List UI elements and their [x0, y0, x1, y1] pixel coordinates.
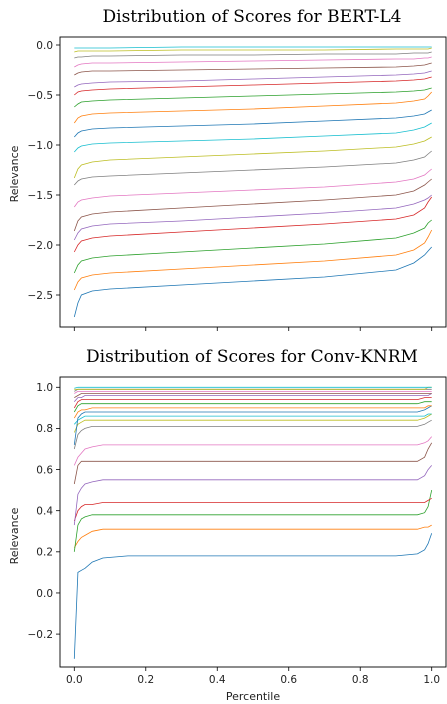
conv-knrm-series-line-5	[73, 465, 433, 526]
conv-knrm-y-tick-label: 0.2	[36, 547, 53, 559]
bert-l4-series-line-8	[74, 150, 432, 186]
bert-l4-series-line-11	[74, 109, 432, 138]
bert-l4-y-tick-label: −0.5	[28, 90, 54, 102]
conv-knrm-x-axis-label: Percentile	[226, 690, 281, 703]
bert-l4-series-line-19	[74, 47, 432, 53]
conv-knrm-series-line-11	[73, 405, 432, 445]
conv-knrm-y-tick-label: 0.0	[36, 588, 53, 600]
conv-knrm-series-line-1	[73, 533, 433, 659]
bert-l4-series-line-1	[73, 246, 432, 318]
conv-knrm-plot-area: 1.0 0.8 0.6 0.4 0.2 0.0 −0.2 0.0 0.2 0.4 0.6 0.8 1.0	[28, 382, 441, 686]
conv-knrm-series-line-7	[73, 436, 433, 466]
conv-knrm-series-line-2	[73, 524, 432, 548]
conv-knrm-series-line-6	[73, 442, 433, 485]
conv-knrm-series-line-8	[73, 419, 432, 450]
conv-knrm-x-tick-label: 1.0	[423, 674, 440, 686]
conv-knrm-y-tick-label: 0.8	[36, 423, 53, 435]
bert-l4-plot-area: 0.0 −0.5 −1.0 −1.5 −2.0 −2.5	[28, 40, 433, 331]
bert-l4-chart-title: Distribution of Scores for BERT-L4	[103, 7, 402, 27]
bert-l4-y-axis-label: Relevance	[8, 145, 21, 202]
bert-l4-y-tick-label: −2.0	[28, 240, 54, 252]
conv-knrm-series-line-16	[74, 393, 432, 398]
conv-knrm-y-tick-label: 1.0	[36, 382, 53, 394]
bert-l4-series-line-3	[73, 219, 432, 274]
bert-l4-series-line-13	[74, 87, 432, 108]
conv-knrm-x-tick-label: 0.4	[209, 674, 226, 686]
conv-knrm-y-tick-label: 0.4	[36, 505, 53, 517]
bert-l4-series-line-6	[73, 178, 432, 232]
bert-l4-series-line-9	[73, 136, 432, 179]
conv-knrm-series-line-13	[73, 401, 432, 413]
bert-l4-y-tick-label: −1.5	[28, 190, 54, 202]
conv-knrm-series-line-3	[73, 490, 433, 552]
conv-knrm-series-line-19	[74, 386, 432, 390]
bert-l4-series-line-15	[74, 70, 432, 88]
conv-knrm-series-line-9	[73, 413, 432, 433]
bert-l4-series-line-16	[74, 62, 432, 76]
bert-l4-series-line-14	[74, 76, 432, 96]
conv-knrm-series-line-17	[74, 390, 432, 394]
conv-knrm-series-line-4	[73, 497, 432, 522]
conv-knrm-x-tick-label: 0.0	[66, 674, 83, 686]
conv-knrm-y-tick-label: −0.2	[28, 629, 54, 641]
bert-l4-series-line-5	[73, 194, 432, 241]
bert-l4-series-line-18	[74, 51, 432, 59]
conv-knrm-x-tick-label: 0.6	[280, 674, 297, 686]
conv-knrm-series-line-20	[74, 386, 432, 389]
bert-l4-y-tick-label: −2.5	[28, 290, 54, 302]
bert-l4-series-line-7	[73, 168, 432, 208]
bert-l4-chart: Distribution of Scores for BERT-L4 Relev…	[8, 7, 447, 331]
conv-knrm-chart-title: Distribution of Scores for Conv-KNRM	[86, 347, 418, 367]
conv-knrm-series-line-14	[73, 397, 432, 409]
bert-l4-series-line-10	[74, 122, 432, 153]
conv-knrm-x-tick-label: 0.2	[137, 674, 154, 686]
conv-knrm-series-line-10	[73, 413, 432, 425]
bert-l4-series-line-12	[73, 91, 432, 124]
bert-l4-series-line-4	[73, 196, 433, 253]
conv-knrm-series-line-12	[73, 405, 432, 419]
bert-l4-axes-frame	[59, 36, 447, 328]
conv-knrm-chart: Distribution of Scores for Conv-KNRM Rel…	[8, 347, 447, 703]
conv-knrm-y-axis-label: Relevance	[8, 507, 21, 564]
conv-knrm-series-line-15	[73, 393, 432, 402]
bert-l4-series-line-2	[73, 229, 433, 291]
bert-l4-y-tick-label: −1.0	[28, 140, 54, 152]
conv-knrm-x-tick-label: 0.8	[352, 674, 369, 686]
bert-l4-series-line-17	[74, 56, 432, 68]
conv-knrm-axes-frame	[59, 376, 447, 668]
bert-l4-y-tick-label: 0.0	[36, 40, 53, 52]
bert-l4-series-line-20	[74, 46, 432, 49]
conv-knrm-y-tick-label: 0.6	[36, 464, 53, 476]
